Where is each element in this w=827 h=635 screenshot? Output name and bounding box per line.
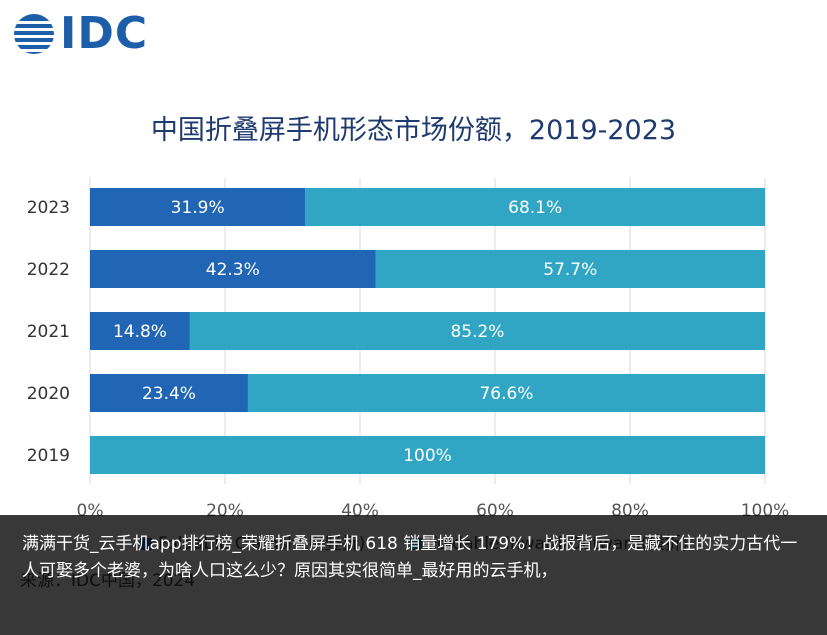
bar-segment <box>90 312 190 350</box>
data-label: 68.1% <box>508 198 562 218</box>
caption-overlay: 满满干货_云手机app排行榜_荣耀折叠屏手机 618 销量增长 179%！战报背… <box>0 515 827 635</box>
data-label: 85.2% <box>450 322 504 342</box>
y-category-label: 2023 <box>27 198 70 218</box>
bar-segment <box>90 436 765 474</box>
bar-segment <box>90 188 306 226</box>
data-label: 23.4% <box>142 384 196 404</box>
bar-segment <box>90 374 248 412</box>
y-category-label: 2019 <box>27 446 70 466</box>
bar-segment <box>189 312 765 350</box>
data-label: 76.6% <box>479 384 533 404</box>
data-label: 57.7% <box>543 260 597 280</box>
y-category-label: 2021 <box>27 322 70 342</box>
overlay-text: 满满干货_云手机app排行榜_荣耀折叠屏手机 618 销量增长 179%！战报背… <box>22 534 798 581</box>
data-label: 31.9% <box>171 198 225 218</box>
bar-segment <box>305 188 765 226</box>
logo-text: IDC <box>60 8 149 59</box>
data-label: 42.3% <box>206 260 260 280</box>
bar-segment <box>90 250 376 288</box>
y-category-label: 2020 <box>27 384 70 404</box>
idc-logo: IDC <box>12 10 148 58</box>
bar-segment <box>247 374 765 412</box>
y-category-label: 2022 <box>27 260 70 280</box>
data-label: 14.8% <box>113 322 167 342</box>
globe-icon <box>14 14 54 54</box>
chart-title: 中国折叠屏手机形态市场份额，2019-2023 <box>150 115 677 146</box>
data-label: 100% <box>403 446 452 466</box>
bar-segment <box>375 250 765 288</box>
